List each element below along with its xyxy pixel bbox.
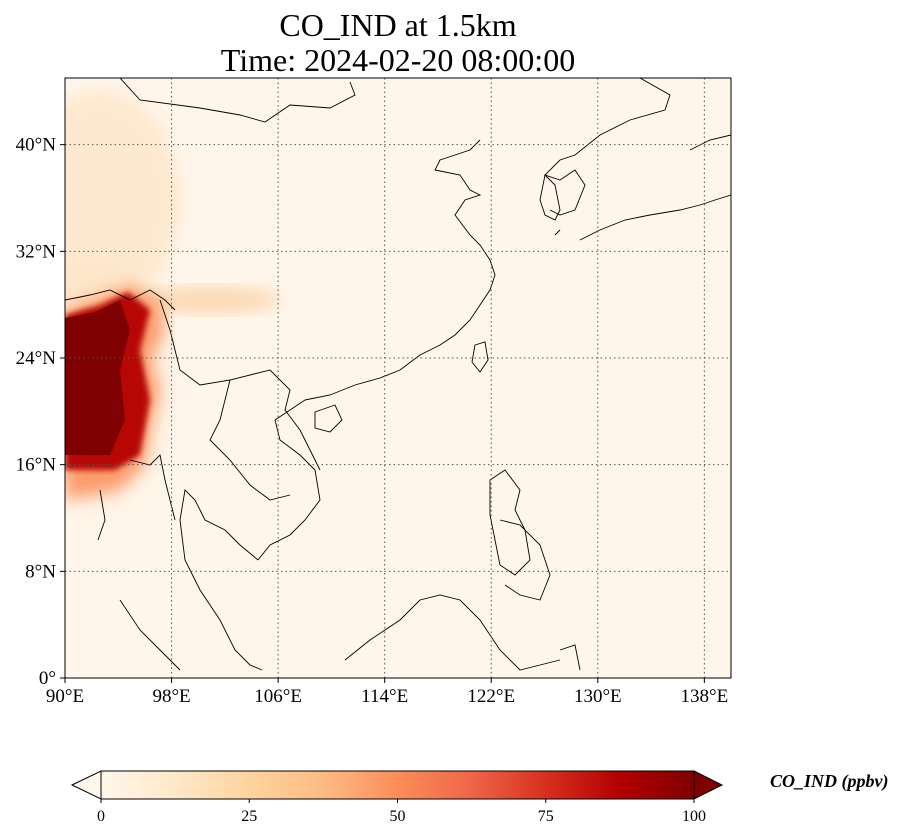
colorbar-tick-label: 75 (538, 808, 554, 825)
coast-china (304, 139, 496, 401)
lat-tick-label: 8°N (25, 561, 56, 582)
border-himalaya (65, 289, 176, 311)
coast-japan (579, 194, 731, 241)
coast-borneo (344, 594, 561, 671)
coast-korea-north (544, 78, 671, 216)
coast-japan-north (689, 134, 731, 151)
colorbar-extend-max (693, 770, 724, 800)
lon-tick-label: 90°E (46, 686, 84, 707)
gridlines (65, 78, 731, 678)
colorbar: 0 25 50 75 100 (70, 770, 724, 825)
colorbar-tick-label: 25 (241, 808, 257, 825)
coast-taiwan (471, 341, 489, 373)
lon-tick-label: 106°E (254, 686, 302, 707)
border-laos (209, 379, 291, 501)
plume-peak (65, 300, 130, 455)
coast-vietnam (257, 399, 321, 561)
colorbar-extend-min (70, 770, 102, 800)
coast-hainan (314, 404, 343, 433)
lat-tick-label: 24°N (16, 348, 57, 369)
coast-visayas (499, 519, 551, 601)
lat-axis: 0° 8°N 16°N 24°N 32°N 40°N (16, 135, 65, 689)
border-mongolia (119, 78, 356, 123)
lat-tick-label: 32°N (16, 241, 57, 262)
lon-axis: 90°E 98°E 106°E 114°E 122°E 130°E 138°E (46, 678, 728, 707)
colorbar-ticks: 0 25 50 75 100 (97, 799, 706, 825)
coast-korea (539, 174, 561, 221)
lat-tick-label: 40°N (16, 135, 57, 156)
border-indochina (159, 299, 321, 471)
coast-andaman (97, 489, 106, 541)
colorbar-tick-label: 50 (390, 808, 406, 825)
colorbar-tick-label: 0 (97, 808, 105, 825)
coast-sumatra (119, 599, 181, 671)
colorbar-label: CO_IND (ppbv) (770, 771, 889, 791)
map-frame (64, 77, 732, 679)
lon-tick-label: 130°E (574, 686, 622, 707)
coastlines (65, 78, 731, 671)
lon-tick-label: 138°E (681, 686, 729, 707)
coast-thailand-malaya (179, 489, 263, 671)
lat-tick-label: 16°N (16, 455, 57, 476)
lon-tick-label: 114°E (361, 686, 408, 707)
coast-jeju (554, 229, 561, 236)
map-field (65, 78, 731, 678)
plume-streak-east (140, 286, 280, 314)
colorbar-body (100, 770, 695, 800)
coast-luzon (489, 469, 531, 576)
coast-sulawesi (559, 644, 581, 671)
lat-tick-label: 0° (39, 668, 56, 689)
lon-tick-label: 122°E (467, 686, 515, 707)
colorbar-tick-label: 100 (682, 808, 706, 825)
map-title: CO_IND at 1.5km (279, 7, 517, 43)
map-time: Time: 2024-02-20 08:00:00 (220, 42, 576, 78)
lon-tick-label: 98°E (152, 686, 190, 707)
